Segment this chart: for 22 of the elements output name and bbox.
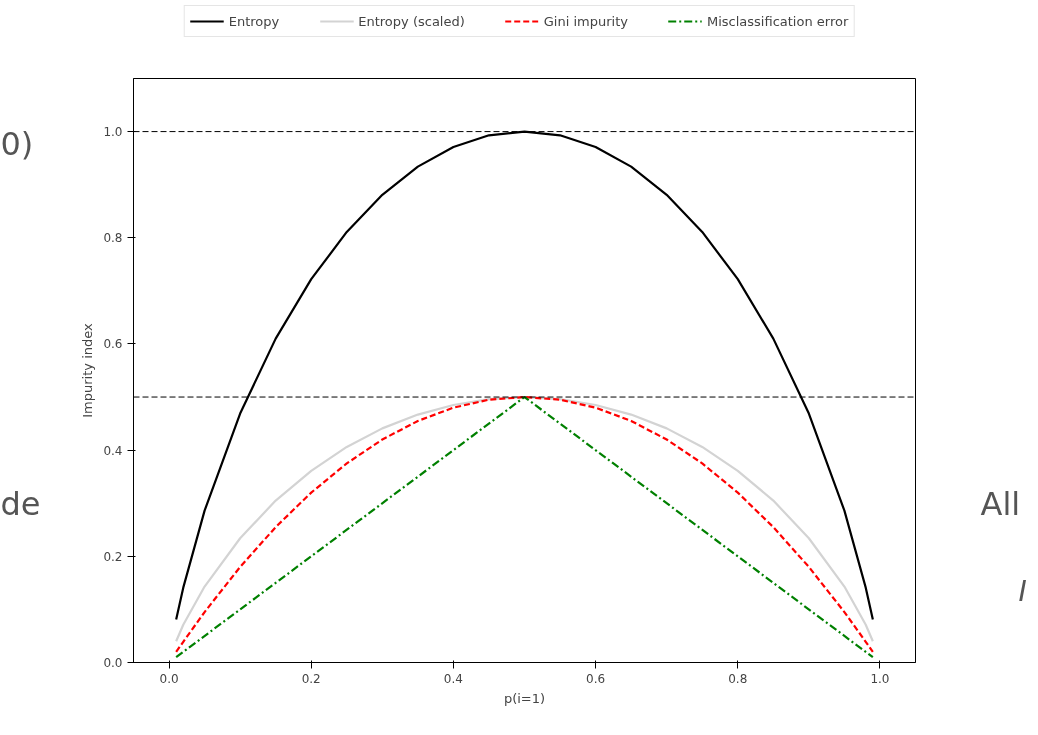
legend-label: Misclassification error [706,13,849,29]
x-tick-label: 0.6 [586,671,606,686]
text: 0) [0,124,34,163]
y-tick-label: 1.0 [103,125,123,140]
legend-label: Entropy (scaled) [358,13,465,29]
x-tick-label: 0.2 [301,671,321,686]
x-tick-label: 0.4 [443,671,463,686]
y-axis-title: Impurity index [80,322,96,418]
x-axis-title: p(i=1) [503,690,546,706]
y-tick-label: 0.8 [103,231,123,246]
legend-label: Gini impurity [543,13,628,29]
x-tick-label: 0.0 [159,671,179,686]
y-tick-label: 0.0 [103,656,123,670]
y-tick-label: 0.2 [103,549,123,564]
x-tick-label: 1.0 [870,671,890,686]
legend-label: Entropy [228,13,280,29]
y-tick-label: 0.4 [103,443,123,458]
text: de [0,484,41,523]
text: All [980,484,1021,523]
text: I [1018,574,1027,608]
x-tick-label: 0.8 [728,671,748,686]
y-tick-label: 0.6 [103,337,123,352]
